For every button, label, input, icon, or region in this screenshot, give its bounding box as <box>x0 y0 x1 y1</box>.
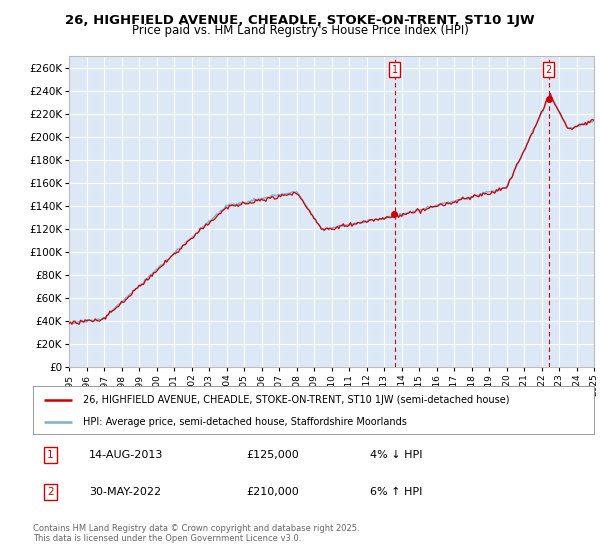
Text: £125,000: £125,000 <box>246 450 299 460</box>
Text: Price paid vs. HM Land Registry's House Price Index (HPI): Price paid vs. HM Land Registry's House … <box>131 24 469 37</box>
Text: 4% ↓ HPI: 4% ↓ HPI <box>370 450 422 460</box>
Text: 30-MAY-2022: 30-MAY-2022 <box>89 487 161 497</box>
Text: 26, HIGHFIELD AVENUE, CHEADLE, STOKE-ON-TRENT, ST10 1JW: 26, HIGHFIELD AVENUE, CHEADLE, STOKE-ON-… <box>65 14 535 27</box>
Text: £210,000: £210,000 <box>246 487 299 497</box>
Text: 6% ↑ HPI: 6% ↑ HPI <box>370 487 422 497</box>
Text: Contains HM Land Registry data © Crown copyright and database right 2025.
This d: Contains HM Land Registry data © Crown c… <box>33 524 359 543</box>
Text: 26, HIGHFIELD AVENUE, CHEADLE, STOKE-ON-TRENT, ST10 1JW (semi-detached house): 26, HIGHFIELD AVENUE, CHEADLE, STOKE-ON-… <box>83 395 510 405</box>
Text: HPI: Average price, semi-detached house, Staffordshire Moorlands: HPI: Average price, semi-detached house,… <box>83 417 407 427</box>
Text: 1: 1 <box>47 450 53 460</box>
Text: 2: 2 <box>545 65 552 75</box>
Text: 1: 1 <box>392 65 398 75</box>
Text: 2: 2 <box>47 487 53 497</box>
Text: 14-AUG-2013: 14-AUG-2013 <box>89 450 163 460</box>
